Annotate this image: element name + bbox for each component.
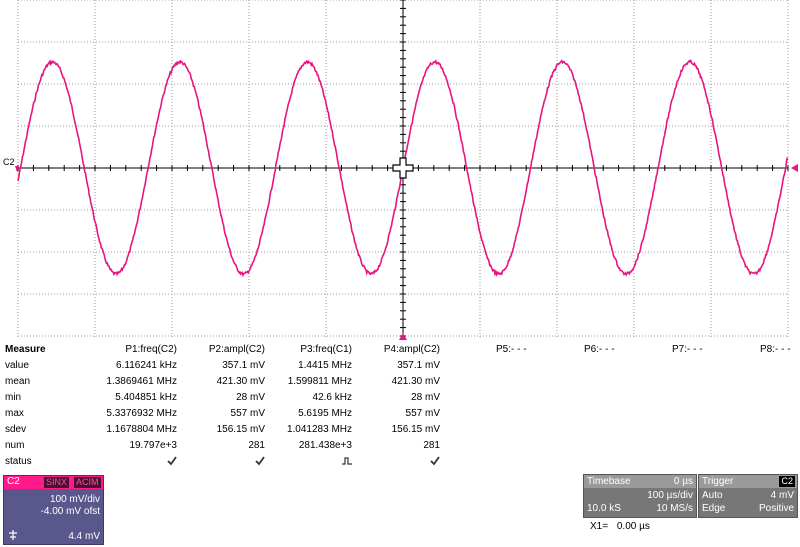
waveform-grid[interactable]: C2 [0, 0, 800, 340]
time-per-div: 100 µs/div [647, 490, 693, 501]
timebase-delay: 0 µs [673, 476, 693, 487]
bandwidth-tag: SINX [44, 477, 70, 488]
channel-c2-descriptor[interactable]: C2 SINX ACIM 100 mV/div -4.00 mV ofst 4.… [3, 475, 104, 545]
p4-num: 281 [423, 440, 440, 451]
trigger-descriptor[interactable]: Trigger C2 Auto 4 mV Edge Positive [698, 474, 798, 518]
p2-max: 557 mV [230, 408, 265, 419]
row-label: status [5, 456, 32, 467]
param-p7-label[interactable]: P7:- - - [672, 344, 703, 355]
p1-sdev: 1.1678804 MHz [106, 424, 177, 435]
p1-mean: 1.3869461 MHz [106, 376, 177, 387]
p4-mean: 421.30 mV [391, 376, 440, 387]
trigger-arrow-icon [399, 333, 407, 340]
trigger-slope: Positive [758, 503, 794, 514]
row-label: max [5, 408, 24, 419]
p3-mean: 1.599811 MHz [287, 376, 352, 387]
waveform-display[interactable]: C2 [0, 0, 800, 340]
trigger-label: Trigger [702, 476, 734, 487]
channel-offset: -4.00 mV ofst [40, 506, 100, 517]
p4-value: 357.1 mV [397, 360, 440, 371]
cursor-label: X1= [590, 521, 609, 532]
check-icon [255, 456, 265, 469]
p4-max: 557 mV [405, 408, 440, 419]
row-label: sdev [5, 424, 27, 435]
sample-count: 10.0 kS [587, 503, 621, 514]
p2-value: 357.1 mV [222, 360, 265, 371]
p3-num: 281.438e+3 [298, 440, 352, 451]
p4-min: 28 mV [411, 392, 440, 403]
trigger-type: Edge [702, 503, 726, 514]
p1-num: 19.797e+3 [129, 440, 177, 451]
param-p3-label[interactable]: P3:freq(C1) [300, 344, 352, 355]
measure-row-status: status [0, 456, 800, 471]
channel-marker-label: C2 [3, 157, 15, 167]
measure-row-value: value 6.116241 kHz 357.1 mV 1.4415 MHz 3… [0, 360, 800, 375]
p4-sdev: 156.15 mV [391, 424, 440, 435]
p2-min: 28 mV [236, 392, 265, 403]
channel-value: 4.4 mV [68, 531, 100, 542]
measure-row-min: min 5.404851 kHz 28 mV 42.6 kHz 28 mV [0, 392, 800, 407]
cursor-value: 0.00 µs [616, 521, 650, 532]
param-p1-label[interactable]: P1:freq(C2) [125, 344, 177, 355]
measure-header-row: Measure P1:freq(C2) P2:ampl(C2) P3:freq(… [0, 344, 800, 359]
measure-title: Measure [5, 344, 46, 355]
trigger-channel: C2 [779, 476, 795, 487]
channel-header: C2 SINX ACIM [4, 476, 103, 489]
trigger-mode: Auto [702, 490, 723, 501]
left-level-arrow-icon [15, 166, 19, 172]
p1-min: 5.404851 kHz [115, 392, 177, 403]
p2-sdev: 156.15 mV [216, 424, 265, 435]
param-p4-label[interactable]: P4:ampl(C2) [383, 344, 440, 355]
param-p8-label[interactable]: P8:- - - [760, 344, 791, 355]
cursor-readout: X1= 0.00 µs [590, 521, 650, 532]
timebase-header [584, 475, 696, 488]
measure-row-num: num 19.797e+3 281 281.438e+3 281 [0, 440, 800, 455]
p2-mean: 421.30 mV [216, 376, 265, 387]
measure-row-max: max 5.3376932 MHz 557 mV 5.6195 MHz 557 … [0, 408, 800, 423]
row-label: mean [5, 376, 31, 387]
param-p5-label[interactable]: P5:- - - [496, 344, 527, 355]
param-p6-label[interactable]: P6:- - - [584, 344, 615, 355]
measure-row-sdev: sdev 1.1678804 MHz 156.15 mV 1.041283 MH… [0, 424, 800, 439]
channel-name: C2 [7, 476, 20, 487]
crosshair-cursor-icon[interactable] [392, 157, 414, 179]
row-label: num [5, 440, 25, 451]
pulse-status-icon [342, 456, 352, 469]
trigger-level: 4 mV [770, 490, 794, 501]
timebase-descriptor[interactable]: Timebase 0 µs 100 µs/div 10.0 kS 10 MS/s [583, 474, 697, 518]
p3-sdev: 1.041283 MHz [286, 424, 352, 435]
sample-rate: 10 MS/s [656, 503, 693, 514]
probe-icon [8, 530, 18, 543]
check-icon [430, 456, 440, 469]
p1-max: 5.3376932 MHz [106, 408, 177, 419]
param-p2-label[interactable]: P2:ampl(C2) [208, 344, 265, 355]
row-label: value [5, 360, 29, 371]
volts-per-div: 100 mV/div [49, 494, 100, 505]
level-arrow-icon [791, 164, 798, 172]
p3-max: 5.6195 MHz [298, 408, 352, 419]
timebase-label: Timebase [587, 476, 631, 487]
row-label: min [5, 392, 22, 403]
trigger-header [699, 475, 797, 488]
coupling-tag: ACIM [74, 477, 101, 488]
p1-value: 6.116241 kHz [116, 360, 177, 371]
p2-num: 281 [248, 440, 265, 451]
check-icon [167, 456, 177, 469]
p3-min: 42.6 kHz [312, 392, 352, 403]
p3-value: 1.4415 MHz [298, 360, 352, 371]
measure-row-mean: mean 1.3869461 MHz 421.30 mV 1.599811 MH… [0, 376, 800, 391]
